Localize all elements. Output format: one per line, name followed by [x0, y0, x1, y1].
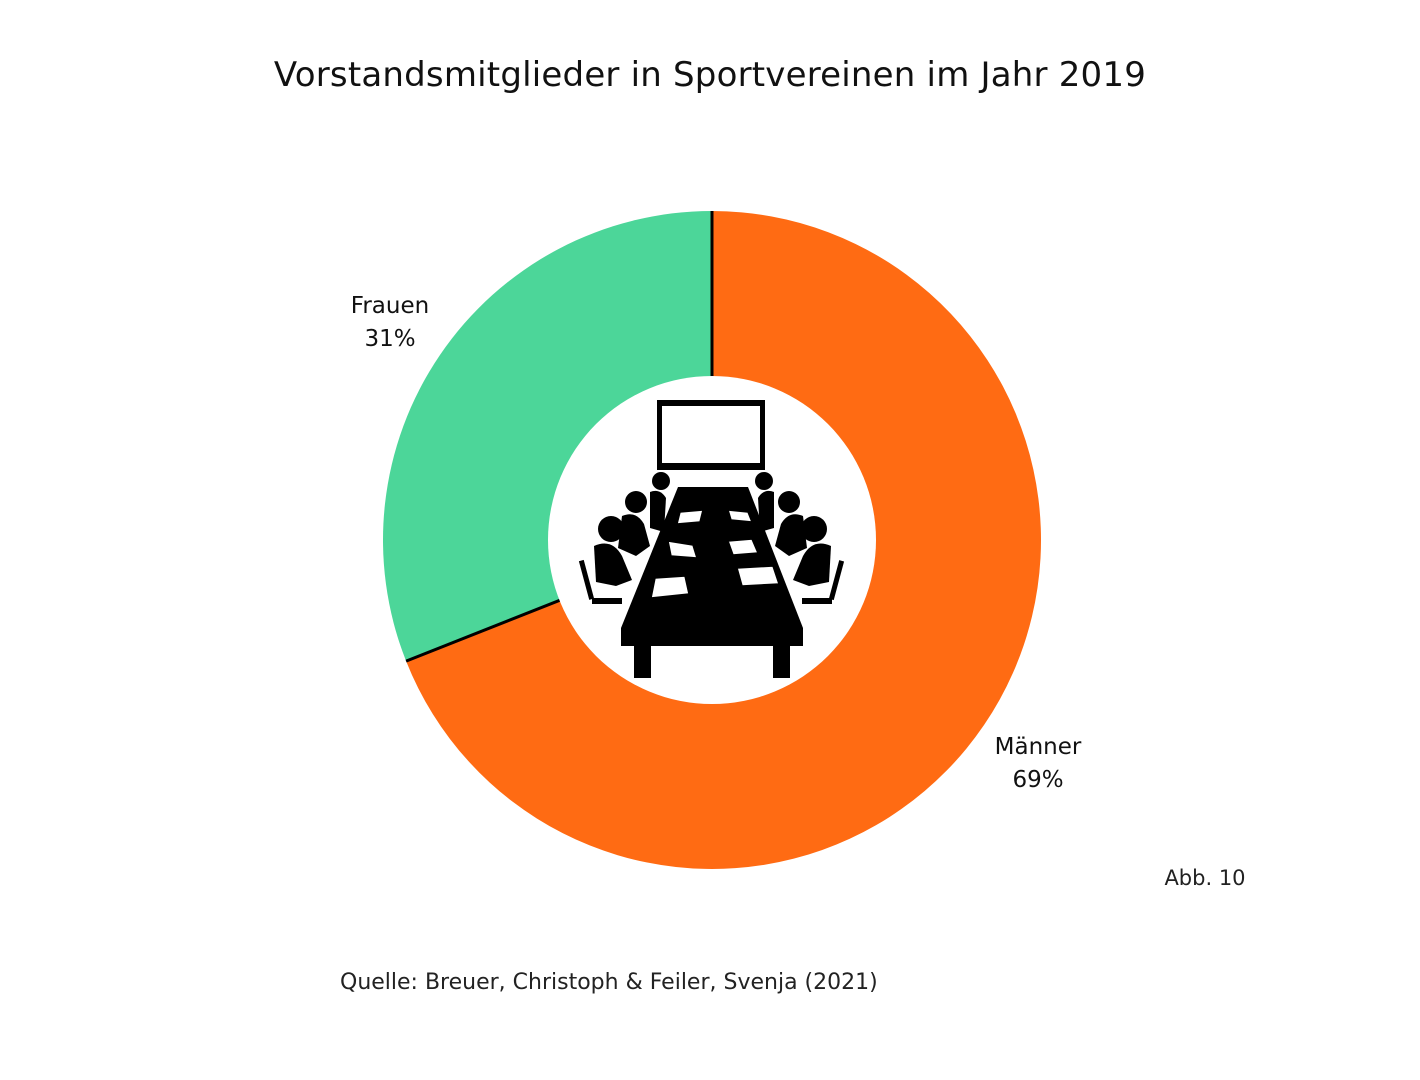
meeting-table-icon	[578, 400, 845, 678]
figure-number: Abb. 10	[1164, 866, 1246, 890]
slice-name-maenner: Männer	[994, 734, 1082, 760]
slice-label-frauen: Frauen 31%	[320, 290, 460, 356]
slice-label-maenner: Männer 69%	[968, 731, 1108, 797]
slice-value-maenner: 69%	[1012, 767, 1064, 793]
chart-title: Vorstandsmitglieder in Sportvereinen im …	[273, 55, 1147, 95]
slice-value-frauen: 31%	[364, 326, 416, 352]
source-note: Quelle: Breuer, Christoph & Feiler, Sven…	[340, 970, 878, 995]
slice-name-frauen: Frauen	[350, 293, 430, 319]
